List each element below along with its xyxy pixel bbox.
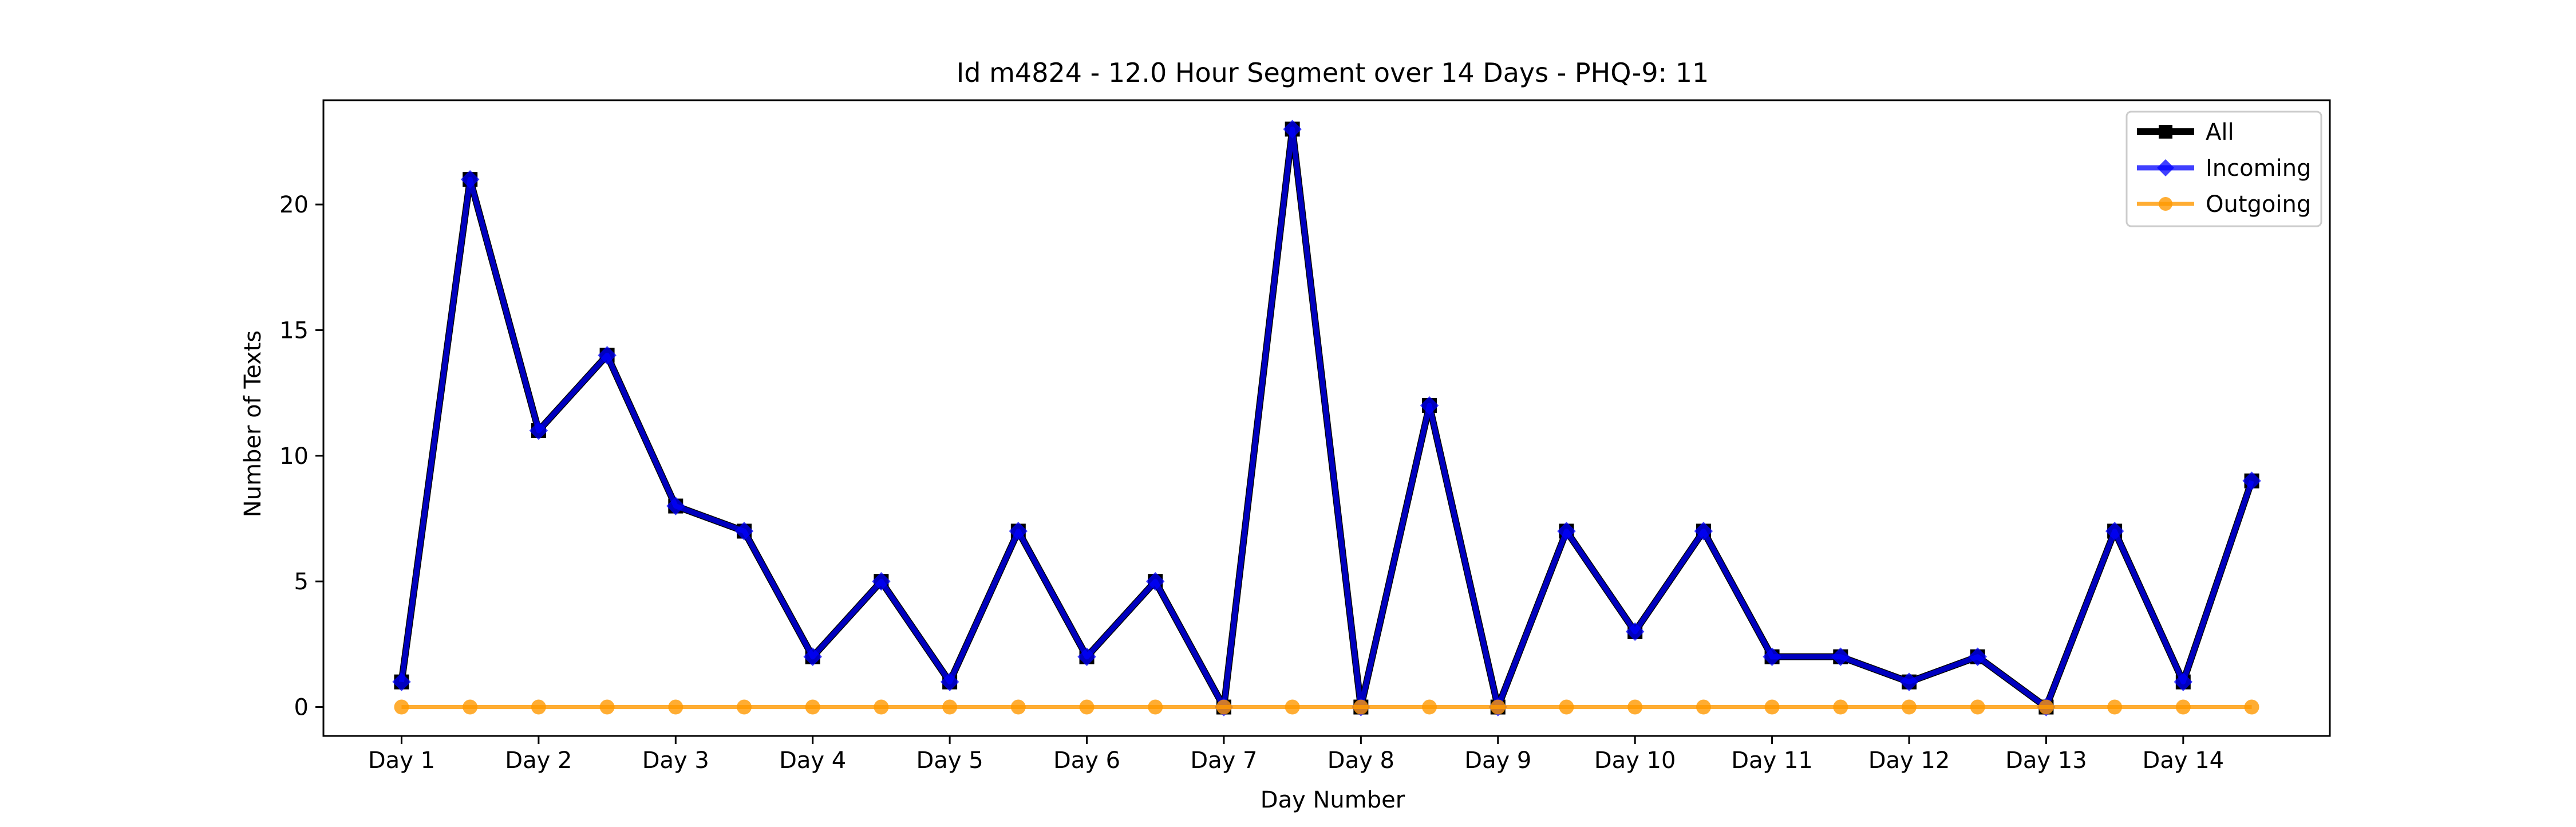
- y-tick-label: 10: [279, 443, 309, 470]
- data-point-outgoing: [2175, 699, 2191, 715]
- data-point-outgoing: [1902, 699, 1917, 715]
- x-tick-label: Day 14: [2143, 747, 2225, 774]
- data-point-incoming: [1557, 522, 1576, 541]
- data-point-outgoing: [1696, 699, 1711, 715]
- data-point-incoming: [1077, 647, 1096, 667]
- data-point-outgoing: [1490, 699, 1506, 715]
- x-tick-label: Day 4: [779, 747, 846, 774]
- data-point-outgoing: [463, 699, 478, 715]
- x-tick-label: Day 8: [1327, 747, 1394, 774]
- y-tick-label: 15: [279, 317, 309, 344]
- x-tick-label: Day 6: [1053, 747, 1120, 774]
- data-point-incoming: [529, 421, 548, 440]
- y-tick-label: 0: [294, 695, 309, 721]
- x-tick-label: Day 5: [916, 747, 983, 774]
- y-axis-label: Number of Texts: [240, 330, 266, 517]
- series-outgoing: [394, 699, 2259, 715]
- legend-item-outgoing: Outgoing: [2137, 191, 2311, 218]
- legend-label-incoming: Incoming: [2206, 155, 2311, 182]
- x-tick-label: Day 9: [1464, 747, 1531, 774]
- data-point-outgoing: [599, 699, 615, 715]
- data-point-outgoing: [1764, 699, 1780, 715]
- legend-marker-all: [2159, 125, 2172, 139]
- data-point-incoming: [1145, 572, 1165, 591]
- data-point-incoming: [2174, 672, 2193, 691]
- x-tick-label: Day 10: [1594, 747, 1676, 774]
- data-point-incoming: [1694, 522, 1713, 541]
- series-incoming: [392, 120, 2261, 716]
- series-line-incoming: [399, 126, 2254, 710]
- data-point-incoming: [2242, 471, 2261, 490]
- data-point-incoming: [666, 497, 685, 515]
- data-point-incoming: [598, 346, 617, 365]
- data-point-outgoing: [874, 699, 889, 715]
- data-point-outgoing: [1559, 699, 1574, 715]
- data-point-outgoing: [1970, 699, 1985, 715]
- data-point-outgoing: [668, 699, 683, 715]
- y-tick-label: 20: [279, 192, 309, 218]
- data-point-incoming: [940, 672, 959, 691]
- data-point-outgoing: [1148, 699, 1163, 715]
- data-point-incoming: [1763, 647, 1781, 667]
- x-tick-label: Day 13: [2005, 747, 2087, 774]
- x-tick-label: Day 3: [642, 747, 709, 774]
- legend-item-incoming: Incoming: [2137, 155, 2311, 182]
- data-point-incoming: [734, 522, 754, 541]
- data-point-outgoing: [1285, 699, 1300, 715]
- data-point-outgoing: [942, 699, 958, 715]
- legend: All Incoming Outgoing: [2125, 111, 2322, 227]
- x-tick-label: Day 1: [368, 747, 435, 774]
- data-point-outgoing: [805, 699, 820, 715]
- data-point-incoming: [1420, 396, 1439, 415]
- legend-frame: [2125, 111, 2322, 227]
- y-tick-label: 5: [294, 569, 309, 595]
- x-tick-label: Day 11: [1731, 747, 1813, 774]
- data-point-incoming: [803, 647, 822, 667]
- x-tick-label: Day 12: [1868, 747, 1950, 774]
- legend-label-outgoing: Outgoing: [2206, 191, 2311, 218]
- data-point-outgoing: [1079, 699, 1095, 715]
- data-point-incoming: [392, 672, 411, 691]
- data-point-outgoing: [2107, 699, 2123, 715]
- data-point-incoming: [1831, 647, 1850, 667]
- data-point-outgoing: [2038, 699, 2054, 715]
- data-point-outgoing: [2244, 699, 2259, 715]
- legend-marker-incoming: [2157, 159, 2174, 176]
- data-point-incoming: [1968, 647, 1987, 667]
- x-tick-label: Day 2: [505, 747, 572, 774]
- data-point-incoming: [1899, 672, 1919, 691]
- x-axis-label: Day Number: [1261, 787, 1405, 813]
- data-point-incoming: [1283, 120, 1302, 139]
- data-point-outgoing: [736, 699, 752, 715]
- chart-title: Id m4824 - 12.0 Hour Segment over 14 Day…: [957, 57, 1709, 88]
- data-point-incoming: [1625, 622, 1645, 641]
- plot-frame: [322, 99, 2331, 737]
- legend-item-all: All: [2137, 119, 2234, 145]
- data-point-outgoing: [1627, 699, 1643, 715]
- data-point-outgoing: [1353, 699, 1369, 715]
- data-point-incoming: [1009, 522, 1028, 541]
- data-point-outgoing: [531, 699, 546, 715]
- data-point-incoming: [2105, 522, 2124, 541]
- data-point-incoming: [872, 572, 891, 591]
- data-point-outgoing: [1216, 699, 1231, 715]
- data-point-incoming: [460, 170, 480, 189]
- data-point-outgoing: [1833, 699, 1848, 715]
- data-point-outgoing: [394, 699, 409, 715]
- plot-area: Day 1 Day 2 Day 3 Day 4 Day 5 Day 6 Day 7 Day 8…: [279, 99, 2331, 774]
- x-tick-label: Day 7: [1190, 747, 1257, 774]
- legend-label-all: All: [2206, 119, 2234, 145]
- legend-marker-outgoing: [2159, 197, 2172, 211]
- data-point-outgoing: [1422, 699, 1437, 715]
- data-point-outgoing: [1010, 699, 1026, 715]
